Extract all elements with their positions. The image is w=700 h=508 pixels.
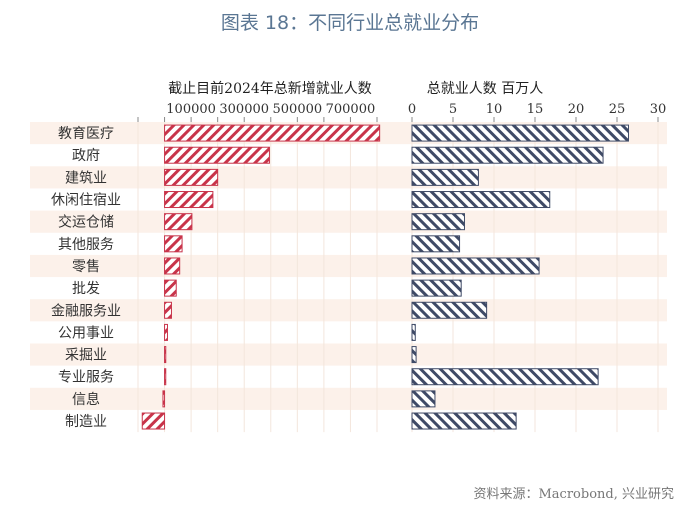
left-bar-建筑业 [164, 168, 219, 186]
right-tick-label: 5 [449, 102, 457, 117]
right-panel-title: 总就业人数 百万人 [427, 81, 543, 97]
row-band [30, 166, 667, 189]
left-bar-公用事业 [164, 323, 168, 341]
right-bar-建筑业 [411, 168, 479, 186]
category-label: 零售 [72, 259, 100, 275]
left-bar-信息 [162, 390, 166, 408]
left-bar-专业服务 [164, 368, 167, 386]
right-bar-其他服务 [411, 235, 461, 253]
right-tick-label: 25 [609, 102, 626, 117]
right-tick-label: 10 [486, 102, 503, 117]
category-label: 其他服务 [58, 237, 114, 253]
category-label: 休闲住宿业 [51, 192, 121, 209]
left-tick-label: 100000 [166, 102, 216, 117]
right-tick-label: 20 [568, 102, 585, 117]
right-bar-公用事业 [411, 323, 416, 341]
category-label: 建筑业 [65, 170, 107, 186]
category-label: 教育医疗 [58, 126, 114, 142]
left-bar-制造业 [141, 412, 166, 430]
right-tick-label: 30 [650, 102, 667, 117]
left-bar-休闲住宿业 [164, 191, 214, 209]
left-panel-title: 截止目前2024年总新增就业人数 [168, 80, 372, 97]
category-label: 制造业 [65, 414, 107, 430]
right-bar-批发 [411, 279, 462, 297]
category-label: 金融服务业 [51, 303, 121, 319]
category-label: 政府 [72, 148, 100, 164]
category-label: 专业服务 [58, 370, 114, 386]
right-tick-label: 15 [527, 102, 544, 117]
row-band [30, 299, 667, 322]
row-band [30, 343, 667, 366]
left-bar-采掘业 [164, 346, 167, 364]
chart-title: 图表 18：不同行业总就业分布 [220, 12, 480, 34]
left-bar-其他服务 [164, 235, 183, 253]
right-bar-休闲住宿业 [411, 191, 551, 209]
left-tick-label: 700000 [326, 102, 376, 117]
left-bar-政府 [164, 146, 270, 164]
right-bar-政府 [411, 146, 604, 164]
left-bar-金融服务业 [164, 301, 172, 319]
category-label: 公用事业 [58, 325, 114, 341]
right-bar-制造业 [411, 412, 517, 430]
category-label: 采掘业 [65, 348, 107, 364]
category-label: 批发 [72, 281, 100, 297]
left-tick-label: 500000 [273, 102, 323, 117]
left-bar-零售 [164, 257, 181, 275]
category-label: 交运仓储 [58, 214, 114, 231]
left-bar-教育医疗 [164, 124, 381, 142]
row-band [30, 210, 667, 233]
right-bar-信息 [411, 390, 436, 408]
source-note: 资料来源：Macrobond, 兴业研究 [473, 487, 675, 502]
right-bar-教育医疗 [411, 124, 629, 142]
right-bar-零售 [411, 257, 540, 275]
right-bar-专业服务 [411, 368, 599, 386]
right-bar-采掘业 [411, 346, 417, 364]
left-tick-label: 300000 [219, 102, 269, 117]
left-bar-批发 [164, 279, 177, 297]
right-bar-金融服务业 [411, 301, 488, 319]
right-tick-label: 0 [408, 102, 416, 117]
right-bar-交运仓储 [411, 213, 465, 231]
row-band [30, 254, 667, 278]
row-band [30, 387, 667, 410]
left-bar-交运仓储 [164, 213, 193, 231]
category-label: 信息 [72, 391, 100, 408]
